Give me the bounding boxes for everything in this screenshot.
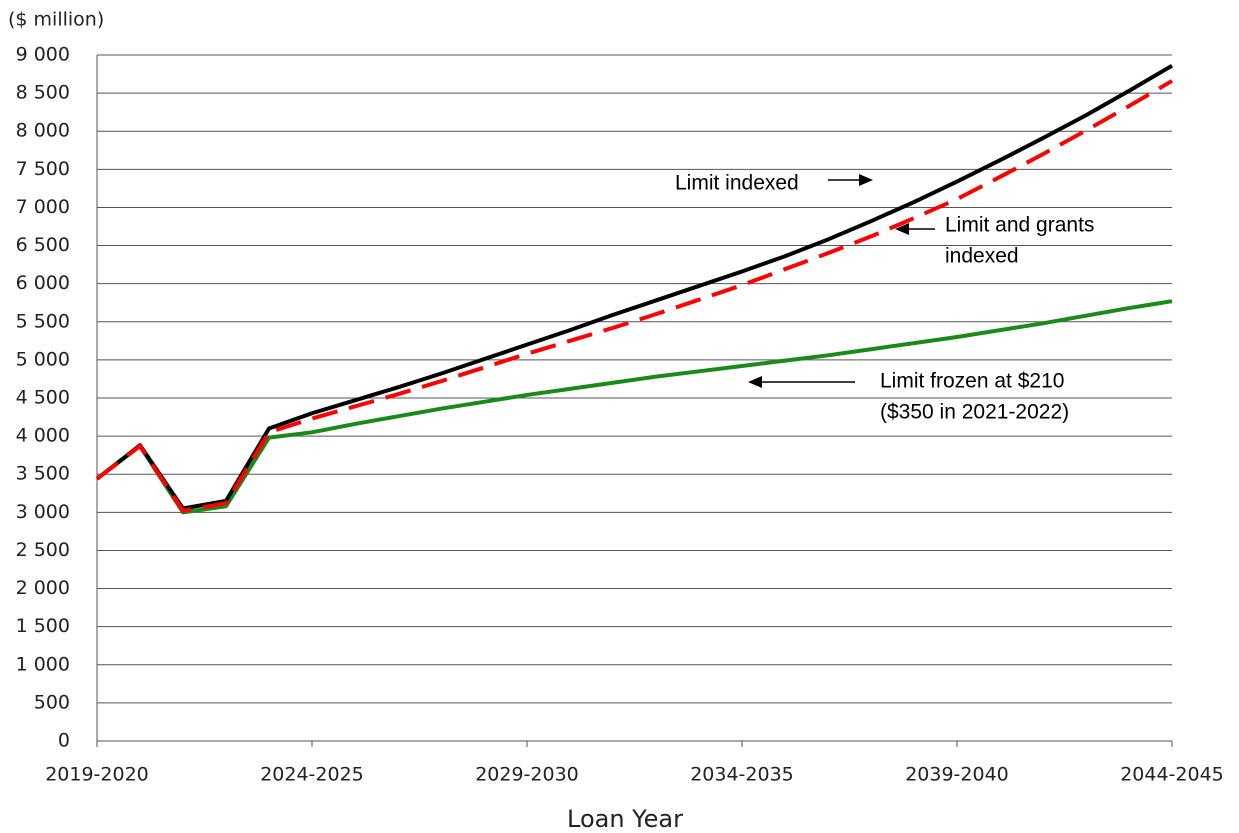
x-tick-label: 2034-2035	[690, 764, 794, 786]
y-axis-label: ($ million)	[8, 9, 104, 31]
x-tick-label: 2019-2020	[45, 764, 149, 786]
arrow-head	[748, 376, 762, 388]
y-tick-label: 0	[58, 730, 70, 752]
y-tick-label: 8 000	[16, 120, 70, 142]
series-line	[95, 63, 1174, 511]
annotation: Limit and grants	[945, 214, 1094, 237]
series-line	[95, 299, 1173, 515]
y-tick-label: 7 000	[16, 196, 70, 218]
annotation: ($350 in 2021-2022)	[880, 401, 1069, 424]
series-line	[95, 79, 1174, 513]
y-tick-label: 5 500	[16, 310, 70, 332]
y-tick-label: 500	[34, 691, 70, 713]
y-tick-label: 3 000	[16, 501, 70, 523]
y-tick-label: 3 500	[16, 463, 70, 485]
y-tick-label: 6 000	[16, 272, 70, 294]
x-axis-label: Loan Year	[567, 805, 683, 833]
y-tick-label: 2 500	[16, 539, 70, 561]
x-tick-label: 2024-2025	[260, 764, 364, 786]
arrow-head	[859, 174, 873, 186]
x-tick-label: 2029-2030	[475, 764, 579, 786]
y-tick-label: 4 000	[16, 425, 70, 447]
y-tick-label: 5 000	[16, 348, 70, 370]
y-tick-label: 1 000	[16, 653, 70, 675]
arrow-head	[895, 223, 909, 235]
x-tick-label: 2044-2045	[1120, 764, 1224, 786]
y-tick-label: 7 500	[16, 158, 70, 180]
x-tick-label: 2039-2040	[905, 764, 1009, 786]
y-tick-label: 4 500	[16, 387, 70, 409]
y-tick-label: 1 500	[16, 615, 70, 637]
y-tick-label: 2 000	[16, 577, 70, 599]
y-tick-label: 9 000	[16, 44, 70, 66]
y-tick-label: 8 500	[16, 82, 70, 104]
annotation: indexed	[945, 245, 1019, 268]
annotation: Limit frozen at $210	[880, 370, 1064, 393]
y-tick-label: 6 500	[16, 234, 70, 256]
annotation: Limit indexed	[675, 172, 799, 195]
